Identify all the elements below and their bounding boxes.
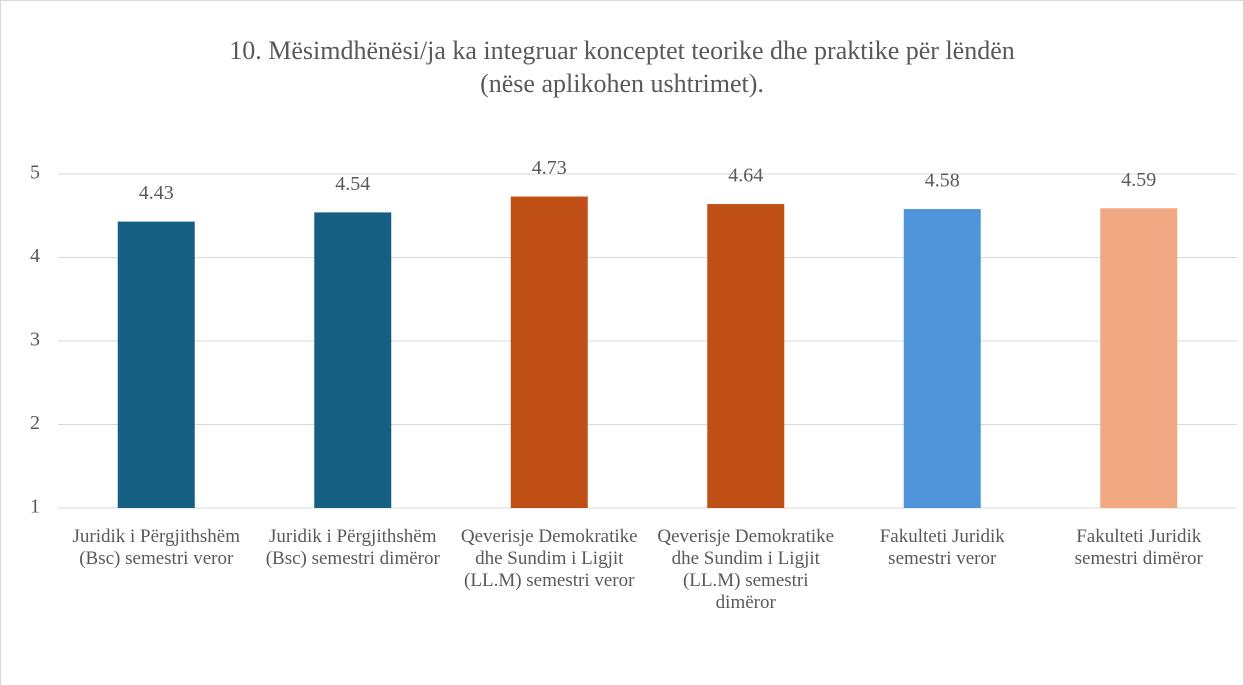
data-label: 4.43 <box>139 182 174 204</box>
x-tick-label: Fakulteti Juridik semestri veror <box>879 526 1005 569</box>
x-tick-label: Juridik i Përgjithshëm (Bsc) semestri ve… <box>72 526 240 569</box>
x-tick-label: Juridik i Përgjithshëm (Bsc) semestri di… <box>265 526 440 569</box>
data-label: 4.54 <box>335 173 370 195</box>
y-tick-label: 2 <box>30 412 40 434</box>
bar <box>117 221 195 508</box>
data-label: 4.58 <box>925 170 960 192</box>
chart-title: 10. Mësimdhënësi/ja ka integruar koncept… <box>229 36 1015 98</box>
x-tick-label: Fakulteti Juridik semestri dimëror <box>1074 526 1203 569</box>
data-label: 4.64 <box>728 165 763 187</box>
bar <box>314 212 392 508</box>
y-tick-label: 1 <box>30 496 40 518</box>
y-tick-label: 5 <box>30 162 40 184</box>
y-tick-label: 3 <box>30 329 40 351</box>
y-tick-label: 4 <box>30 245 40 267</box>
data-label: 4.59 <box>1121 169 1156 191</box>
bar <box>903 209 981 508</box>
bar <box>510 196 588 509</box>
bar <box>707 204 785 508</box>
x-tick-label: Qeverisje Demokratike dhe Sundim i Ligji… <box>657 526 835 613</box>
x-tick-label: Qeverisje Demokratike dhe Sundim i Ligji… <box>460 526 638 591</box>
data-label: 4.73 <box>532 157 567 179</box>
bar <box>1100 208 1178 509</box>
